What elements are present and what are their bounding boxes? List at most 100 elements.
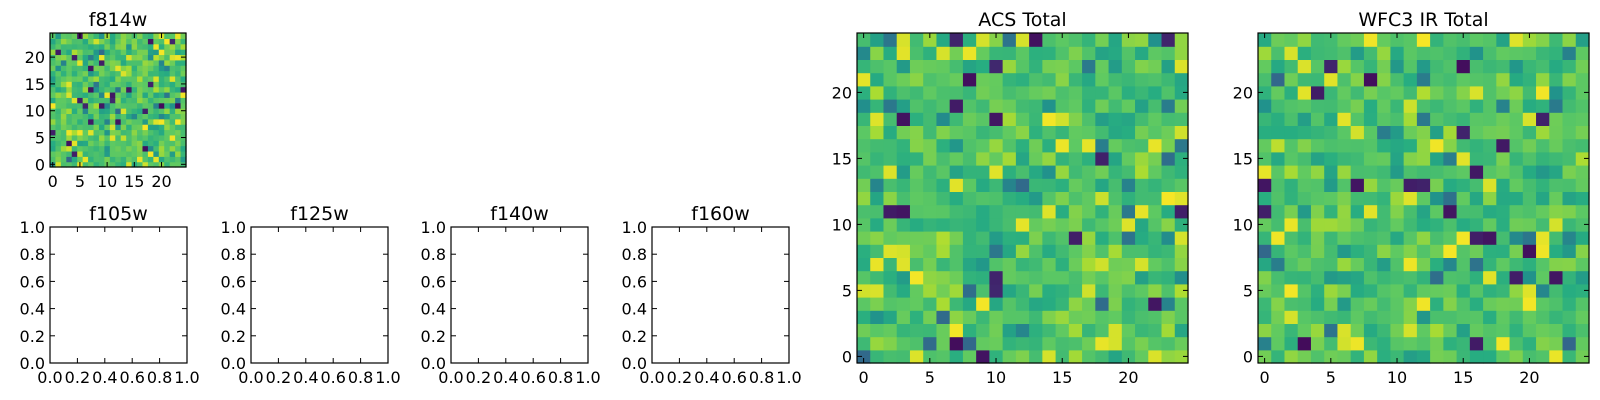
heatmap-cell xyxy=(1575,138,1590,153)
heatmap-cell xyxy=(1055,112,1070,126)
heatmap-cell xyxy=(77,129,84,136)
heatmap-cell xyxy=(175,54,182,61)
heatmap-cell xyxy=(55,59,62,66)
heatmap-cell xyxy=(1324,323,1339,338)
heatmap-cell xyxy=(1443,46,1458,60)
heatmap-cell xyxy=(120,86,127,93)
heatmap-cell xyxy=(82,161,89,168)
heatmap-cell xyxy=(82,65,89,72)
heatmap-cell xyxy=(1055,283,1070,298)
heatmap-cell xyxy=(1161,165,1176,179)
heatmap-cell xyxy=(936,33,951,47)
heatmap-cell xyxy=(175,161,182,168)
heatmap-cell xyxy=(71,86,78,93)
heatmap-cell xyxy=(1068,257,1083,272)
heatmap-cell xyxy=(1496,59,1511,74)
heatmap-cell xyxy=(1509,59,1524,74)
heatmap-cell xyxy=(1042,257,1057,272)
heatmap-cell xyxy=(77,65,84,72)
heatmap-cell xyxy=(77,49,84,56)
heatmap-cell xyxy=(1350,125,1365,140)
heatmap-cell xyxy=(857,323,871,338)
x-tick-label: 0.6 xyxy=(520,368,545,387)
heatmap-cell xyxy=(949,297,964,311)
heatmap-cell xyxy=(1095,33,1110,47)
heatmap-cell xyxy=(1509,323,1524,338)
heatmap-cell xyxy=(1174,138,1189,153)
heatmap-cell xyxy=(976,99,990,113)
heatmap-cell xyxy=(1068,46,1083,60)
heatmap-cell xyxy=(126,150,133,157)
heatmap-cell xyxy=(1536,99,1550,113)
heatmap-cell xyxy=(1324,138,1339,153)
heatmap-cell xyxy=(147,70,154,77)
heatmap-cell xyxy=(180,150,187,157)
heatmap-cell xyxy=(1121,33,1136,47)
heatmap-cell xyxy=(55,81,62,88)
heatmap-cell xyxy=(949,310,964,324)
heatmap-cell xyxy=(1549,204,1564,219)
heatmap-cell xyxy=(180,102,187,109)
heatmap-cell xyxy=(88,124,95,131)
heatmap-cell xyxy=(1082,310,1096,324)
heatmap-cell xyxy=(1390,72,1405,87)
heatmap-cell xyxy=(164,108,171,114)
heatmap-cell xyxy=(1042,204,1057,219)
heatmap-cell xyxy=(1536,217,1550,232)
heatmap-cell xyxy=(93,70,100,77)
x-tick-label: 0.2 xyxy=(466,368,491,387)
heatmap-cell xyxy=(82,54,89,61)
heatmap-cell xyxy=(1536,59,1550,74)
heatmap-cell xyxy=(1297,217,1312,232)
heatmap-cell xyxy=(120,145,127,152)
heatmap-cell xyxy=(158,124,165,131)
heatmap-cell xyxy=(1042,85,1057,100)
heatmap-cell xyxy=(989,217,1004,232)
heatmap-cell xyxy=(115,54,122,61)
heatmap-cell xyxy=(883,165,898,179)
heatmap-cell xyxy=(1082,112,1096,126)
heatmap-cell xyxy=(1469,125,1484,140)
x-tick-label: 0.0 xyxy=(238,368,263,387)
heatmap-cell xyxy=(126,81,133,88)
heatmap-cell xyxy=(1161,46,1176,60)
heatmap-cell xyxy=(870,310,885,324)
heatmap-cell xyxy=(1324,257,1339,272)
heatmap-cell xyxy=(153,86,160,93)
heatmap-cell xyxy=(1148,138,1163,153)
x-tick-label: 0.8 xyxy=(749,368,774,387)
heatmap-cell xyxy=(909,310,924,324)
heatmap-cell xyxy=(896,138,911,153)
heatmap-cell xyxy=(158,118,165,125)
heatmap-cell xyxy=(1469,283,1484,298)
heatmap-cell xyxy=(1522,310,1537,324)
heatmap-cell xyxy=(1483,125,1497,140)
heatmap-cell xyxy=(1363,336,1378,351)
heatmap-cell xyxy=(870,85,885,100)
heatmap-cell xyxy=(169,33,176,39)
heatmap-cell xyxy=(126,156,133,163)
heatmap-cell xyxy=(1284,283,1299,298)
heatmap-cell xyxy=(169,113,176,120)
heatmap-cell xyxy=(1469,270,1484,285)
heatmap-cell xyxy=(142,54,149,61)
heatmap-cell xyxy=(976,297,990,311)
heatmap-cell xyxy=(169,59,176,66)
heatmap-cell xyxy=(1095,323,1110,338)
heatmap-cell xyxy=(1310,323,1325,338)
heatmap-cell xyxy=(142,118,149,125)
heatmap-cell xyxy=(1310,112,1325,126)
heatmap-cell xyxy=(870,112,885,126)
heatmap-cell xyxy=(896,323,911,338)
heatmap-cell xyxy=(98,91,105,98)
heatmap-cell xyxy=(896,178,911,192)
heatmap-cell xyxy=(1509,165,1524,179)
heatmap-cell xyxy=(1350,151,1365,166)
heatmap-cell xyxy=(909,297,924,311)
heatmap-cell xyxy=(1483,231,1497,245)
heatmap-cell xyxy=(1363,151,1378,166)
heatmap-cell xyxy=(120,33,127,39)
heatmap-cell xyxy=(1509,112,1524,126)
heatmap-cell xyxy=(1082,323,1096,338)
